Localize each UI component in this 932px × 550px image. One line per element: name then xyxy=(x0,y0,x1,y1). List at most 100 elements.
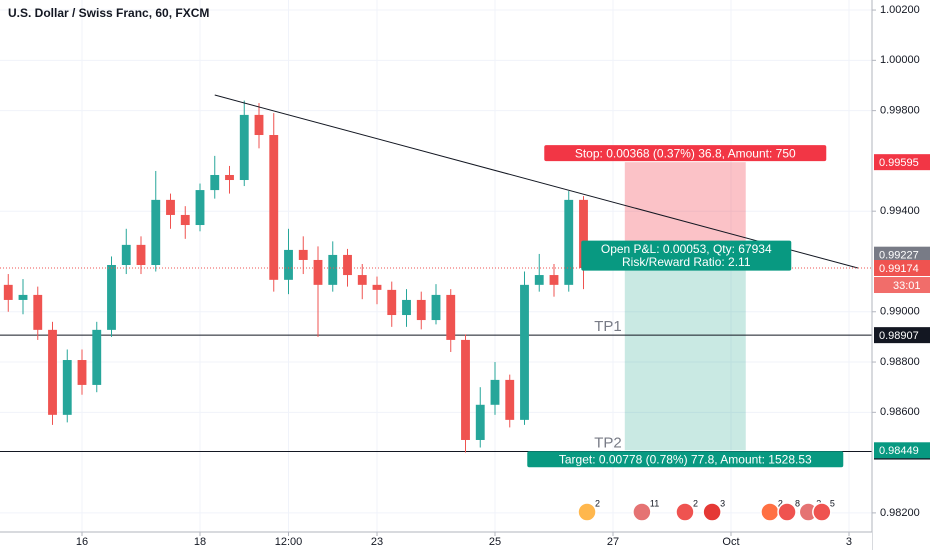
event-count: 2 xyxy=(693,498,698,508)
trend-line xyxy=(214,94,858,269)
event-icon xyxy=(702,502,722,522)
event-count: 8 xyxy=(795,498,800,508)
candle-body xyxy=(195,190,205,226)
price-label: 0.99174 xyxy=(879,263,919,275)
line-label: TP2 xyxy=(594,435,622,452)
candle-body xyxy=(151,199,161,265)
candle-body xyxy=(357,275,367,285)
candle-body xyxy=(254,114,264,136)
candle-body xyxy=(121,244,131,265)
rr-label: Risk/Reward Ratio: 2.11 xyxy=(622,255,751,269)
candle-body xyxy=(564,199,574,285)
event-count: 2 xyxy=(778,498,783,508)
price-label-box xyxy=(874,260,930,277)
event-count: 2 xyxy=(595,498,600,508)
pnl-box xyxy=(581,240,792,271)
x-tick-label: Oct xyxy=(722,536,739,548)
candle-body xyxy=(77,360,87,385)
line-label: TP1 xyxy=(594,318,622,335)
y-tick-label: 0.98200 xyxy=(880,507,920,519)
x-tick-label: 3 xyxy=(846,536,852,548)
candle-body xyxy=(475,404,485,440)
pnl-label: Open P&L: 0.00053, Qty: 67934 xyxy=(601,242,772,256)
candle-body xyxy=(33,294,43,330)
candle-body xyxy=(402,299,411,316)
price-label: 0.99227 xyxy=(879,250,919,262)
candle-body xyxy=(62,360,72,415)
y-tick-label: 1.00200 xyxy=(880,4,920,16)
price-label: 0.98907 xyxy=(879,330,919,342)
x-tick-label: 18 xyxy=(194,536,206,548)
x-tick-label: 25 xyxy=(489,536,501,548)
x-tick-label: 12:00 xyxy=(275,536,303,548)
target-zone xyxy=(624,254,746,451)
time-axis xyxy=(0,532,872,550)
chart-title: U.S. Dollar / Swiss Franc, 60, FXCM xyxy=(8,6,209,20)
event-icon xyxy=(812,502,832,522)
candle-body xyxy=(520,284,529,420)
price-label: 0.98449 xyxy=(879,445,919,457)
countdown: 33:01 xyxy=(893,280,921,292)
candle-body xyxy=(136,244,146,265)
event-icon xyxy=(675,502,695,522)
y-tick-label: 1.00000 xyxy=(880,54,920,66)
price-label: 0.99595 xyxy=(879,157,919,169)
y-tick-label: 0.99400 xyxy=(880,205,920,217)
candle-body xyxy=(269,135,279,280)
stop-zone xyxy=(624,162,746,255)
event-count: 5 xyxy=(830,498,835,508)
axes: 0.98200 0.98600 0.98800 0.99000 0.99400 0.998… xyxy=(76,4,930,548)
candle-body xyxy=(239,114,249,181)
event-icon xyxy=(632,502,652,522)
candle-body xyxy=(431,294,441,321)
candle-body xyxy=(180,214,190,226)
candle-body xyxy=(328,254,338,285)
candle-body xyxy=(579,199,588,269)
x-tick-label: 27 xyxy=(607,536,619,548)
x-tick-label: 23 xyxy=(371,536,383,548)
target-label: Target: 0.00778 (0.78%) 77.8, Amount: 15… xyxy=(559,452,812,466)
candle-body xyxy=(48,329,57,415)
candle-body xyxy=(284,249,293,280)
candle-body xyxy=(372,284,382,290)
countdown-box xyxy=(874,277,930,294)
y-tick-label: 0.98600 xyxy=(880,406,920,418)
candle-body xyxy=(3,284,13,300)
event-icon xyxy=(760,502,780,522)
candle-body xyxy=(387,289,397,316)
y-tick-label: 0.99800 xyxy=(880,105,920,117)
candle-body xyxy=(446,294,456,340)
candle-body xyxy=(166,199,175,215)
candle-body xyxy=(313,259,323,285)
price-label-box xyxy=(874,246,930,263)
candle-body xyxy=(461,339,470,440)
candle-body xyxy=(490,379,500,405)
event-count: 11 xyxy=(650,498,659,508)
candle-body xyxy=(92,329,102,385)
x-tick-label: 16 xyxy=(76,536,88,548)
y-tick-label: 0.99000 xyxy=(880,306,920,318)
candle-body xyxy=(505,379,515,420)
event-icon xyxy=(577,502,597,522)
price-label-box xyxy=(874,327,930,344)
candle-body xyxy=(18,294,28,300)
y-tick-label: 0.98800 xyxy=(880,356,920,368)
price-label-box xyxy=(874,154,930,171)
stop-label-box xyxy=(544,145,827,162)
candle-body xyxy=(298,249,308,260)
candle-body xyxy=(549,275,559,285)
stop-label: Stop: 0.00368 (0.37%) 36.8, Amount: 750 xyxy=(575,146,796,160)
candle-body xyxy=(534,275,544,285)
event-icon xyxy=(777,502,797,522)
price-label-box xyxy=(874,442,930,459)
target-label-box xyxy=(527,451,844,468)
plot-area: TP1 TP2 Stop: 0.00368 (0.37%) 36.8, Amount… xyxy=(0,94,872,468)
candle-body xyxy=(210,174,220,191)
candle-body xyxy=(416,299,426,321)
event-count: 3 xyxy=(720,498,725,508)
candle-body xyxy=(225,174,234,181)
candle-body xyxy=(107,264,116,330)
candle-body xyxy=(343,254,352,276)
